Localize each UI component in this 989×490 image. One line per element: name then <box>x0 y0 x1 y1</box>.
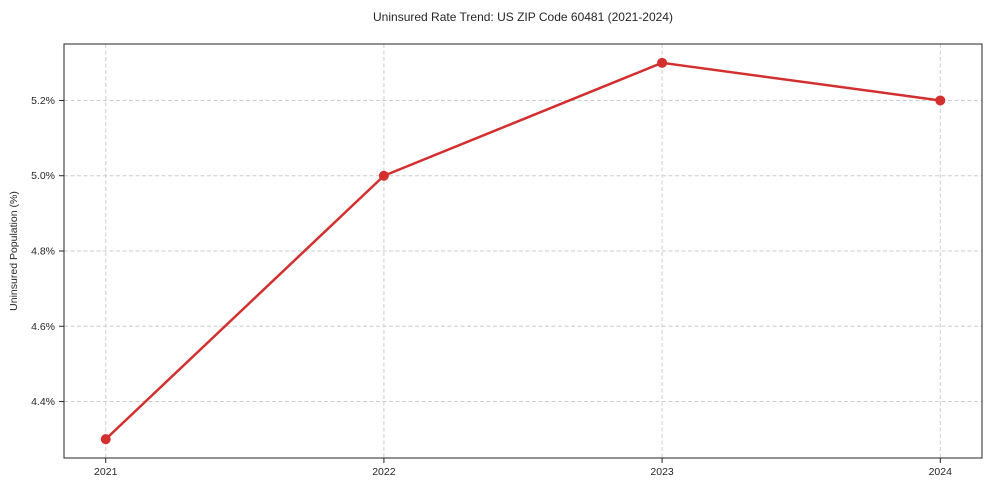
data-point-2024 <box>935 95 946 106</box>
x-tick-label: 2023 <box>650 466 674 478</box>
x-tick-label: 2024 <box>929 466 953 478</box>
x-tick-label: 2021 <box>94 466 118 478</box>
y-tick-label: 4.8% <box>31 246 55 258</box>
data-point-2022 <box>378 170 389 181</box>
x-tick-label: 2022 <box>372 466 396 478</box>
chart-title: Uninsured Rate Trend: US ZIP Code 60481 … <box>373 10 673 24</box>
y-tick-label: 4.6% <box>31 321 55 333</box>
y-tick-label: 4.4% <box>31 396 55 408</box>
data-point-2023 <box>657 57 668 68</box>
y-tick-label: 5.2% <box>31 95 55 107</box>
y-tick-label: 5.0% <box>31 170 55 182</box>
data-point-2021 <box>100 434 111 445</box>
trend-line <box>104 61 942 441</box>
